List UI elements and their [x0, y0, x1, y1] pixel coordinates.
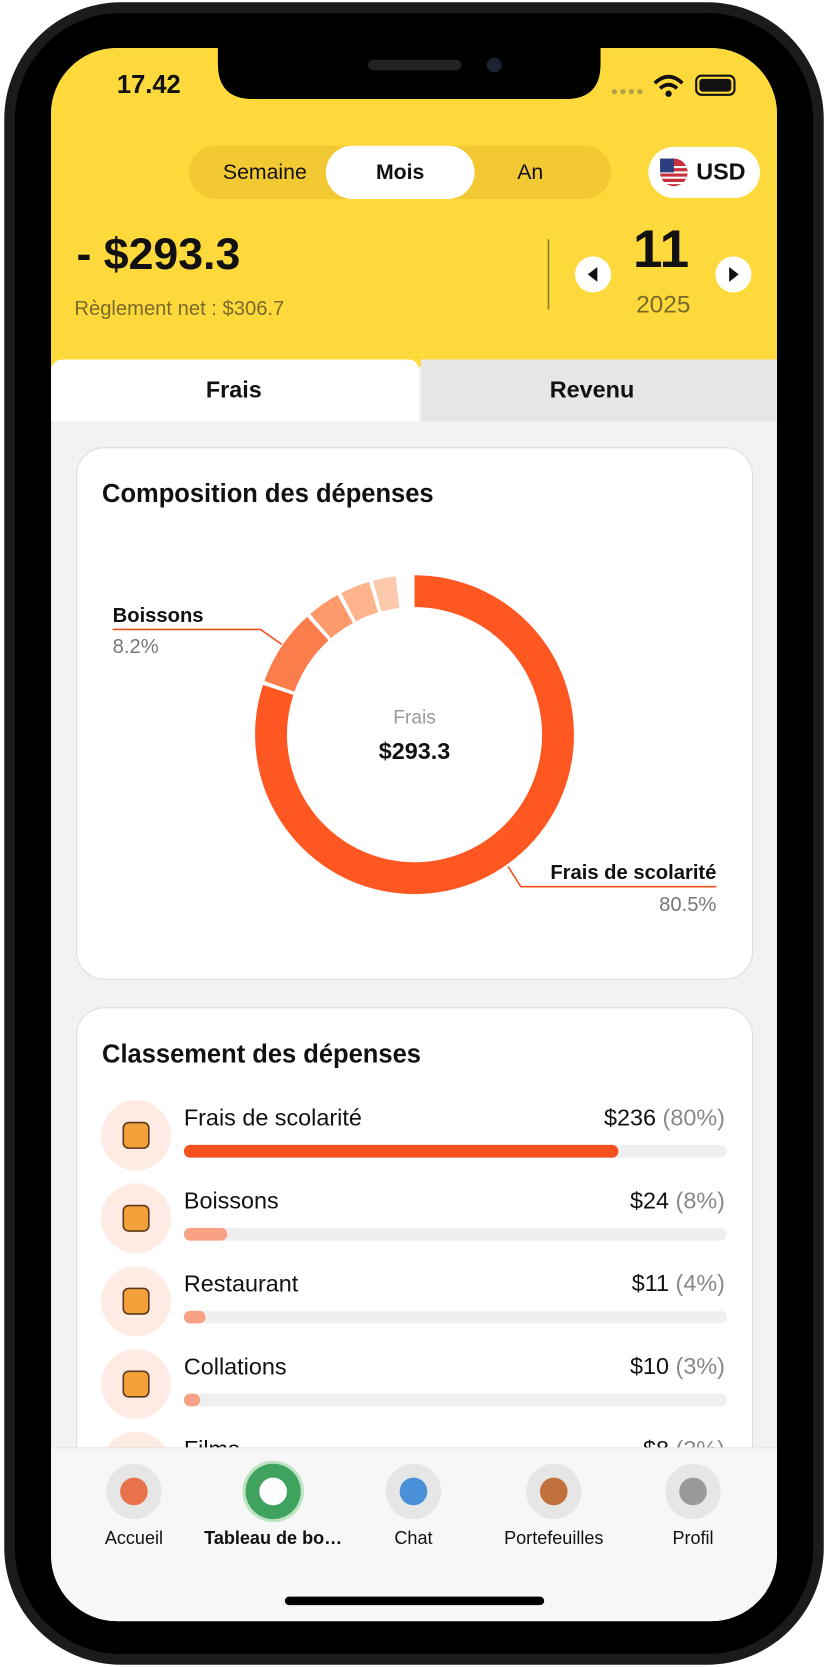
nav-label[interactable]: Tableau de bo…	[204, 1528, 342, 1548]
tab-revenu[interactable]	[420, 359, 777, 422]
net-settlement: Règlement net : $306.7	[74, 298, 284, 320]
tab-label: Revenu	[550, 377, 634, 403]
nav-label[interactable]: Profil	[672, 1528, 713, 1548]
battery	[695, 74, 736, 96]
category-name: Restaurant	[184, 1270, 299, 1296]
year: 2025	[636, 292, 690, 319]
flag-canton	[660, 158, 674, 173]
amount: $11	[632, 1270, 669, 1296]
camera	[486, 57, 502, 73]
category-icon	[122, 1287, 150, 1315]
amount: $24	[630, 1187, 669, 1213]
amount: $10	[630, 1353, 669, 1379]
donut-center-label: Frais	[393, 708, 436, 729]
notch	[217, 48, 601, 100]
next-arrow	[729, 266, 739, 282]
period-selected[interactable]	[325, 145, 475, 199]
bar	[183, 1227, 228, 1241]
category-icon	[122, 1370, 150, 1398]
category-icon	[122, 1121, 150, 1149]
share: (8%)	[676, 1187, 725, 1213]
category-icon	[122, 1204, 150, 1232]
nav-icon	[539, 1477, 568, 1506]
tab-label: Frais	[206, 377, 262, 403]
bar	[183, 1393, 201, 1407]
donut-segment	[255, 575, 574, 895]
bar	[183, 1310, 206, 1324]
period-option[interactable]: An	[517, 160, 543, 184]
category-name: Frais de scolarité	[184, 1105, 362, 1131]
category-amount: $11 (4%)	[632, 1270, 725, 1296]
share: (4%)	[676, 1270, 725, 1296]
share: (3%)	[676, 1353, 725, 1379]
card-title: Classement des dépenses	[102, 1040, 421, 1068]
prev-arrow	[587, 266, 598, 282]
nav-icon	[120, 1477, 148, 1506]
wifi-dot	[665, 90, 672, 97]
donut-segment	[310, 595, 354, 639]
screen: 17.42 Semaine Mois An USD - $293.3 Règleme…	[51, 48, 777, 1622]
speaker	[367, 59, 462, 71]
period-option[interactable]: Semaine	[223, 160, 307, 184]
wifi-icon	[653, 74, 684, 90]
nav-icon	[399, 1477, 428, 1506]
nav-label[interactable]: Accueil	[105, 1528, 163, 1548]
donut-center-value: $293.3	[379, 738, 451, 764]
share: (80%)	[663, 1105, 725, 1131]
category-amount: $10 (3%)	[630, 1353, 725, 1379]
donut-segment	[264, 616, 329, 693]
status-time: 17.42	[117, 71, 181, 99]
callout-name: Frais de scolarité	[550, 862, 716, 884]
category-name: Boissons	[184, 1187, 279, 1213]
header-bg	[51, 48, 777, 367]
callout-percent: 80.5%	[659, 894, 716, 916]
nav-label[interactable]: Portefeuilles	[504, 1528, 603, 1548]
composition-card	[75, 447, 754, 980]
donut-segment	[341, 581, 379, 622]
callout-name: Boissons	[113, 605, 204, 627]
leader-line	[507, 866, 717, 888]
month: 11	[633, 220, 689, 279]
nav-icon	[679, 1477, 707, 1506]
signal-dots	[611, 88, 643, 95]
category-name: Collations	[184, 1353, 287, 1379]
period-option[interactable]: Mois	[376, 160, 424, 184]
card-title: Composition des dépenses	[102, 480, 434, 508]
callout-percent: 8.2%	[113, 636, 159, 658]
currency: USD	[696, 159, 745, 185]
balance: - $293.3	[77, 230, 241, 279]
home-indicator	[284, 1596, 545, 1606]
battery-level	[699, 78, 732, 92]
leader-line	[112, 628, 283, 645]
category-amount: $236 (80%)	[604, 1105, 725, 1131]
bar	[183, 1144, 619, 1158]
tab-frais[interactable]	[51, 359, 419, 422]
nav-icon	[259, 1477, 287, 1506]
donut-segment	[373, 576, 400, 612]
bar-track	[183, 1227, 728, 1241]
nav-label[interactable]: Chat	[394, 1528, 432, 1548]
bar-track	[183, 1393, 728, 1407]
bar-track	[183, 1310, 728, 1324]
amount: $236	[604, 1105, 656, 1131]
category-amount: $24 (8%)	[630, 1187, 725, 1213]
